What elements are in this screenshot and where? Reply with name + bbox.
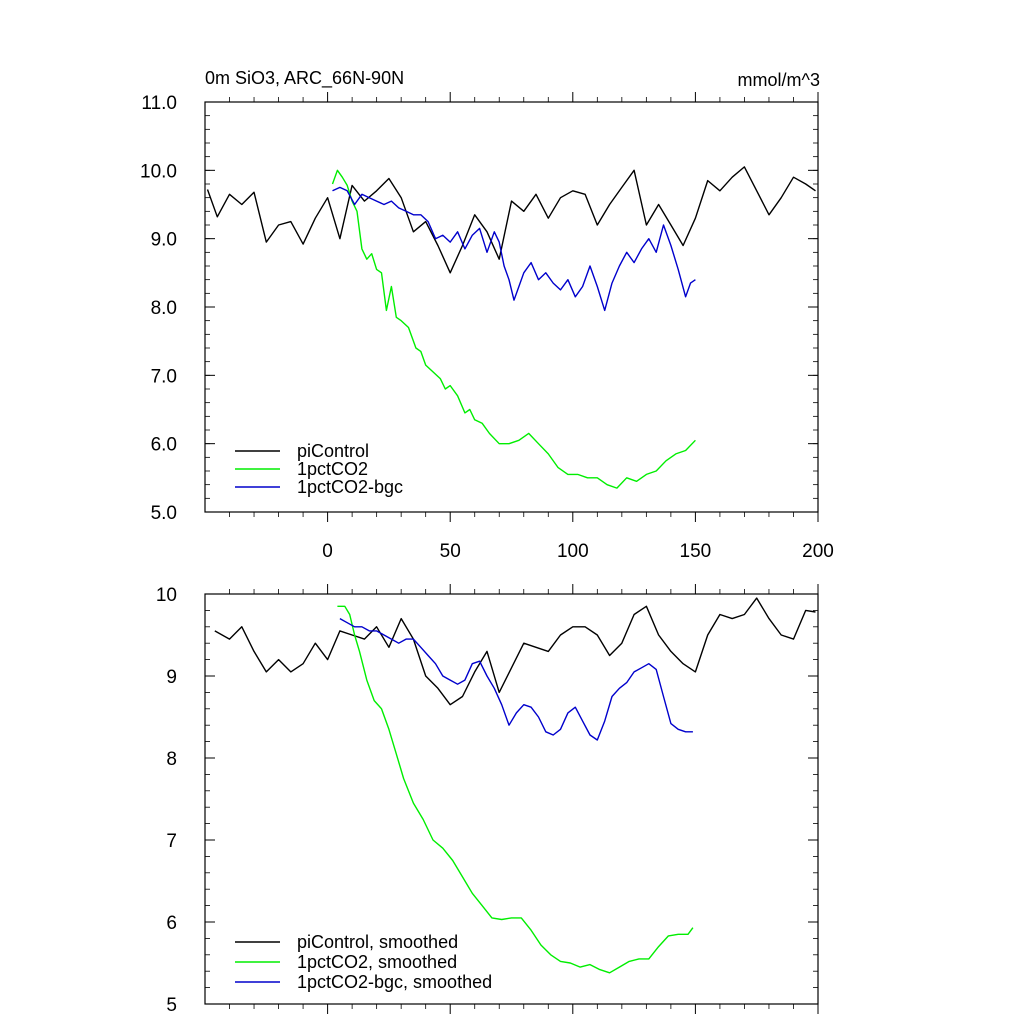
series-lines (206, 166, 816, 489)
y-tick-label: 5 (166, 995, 177, 1016)
legend-label: piControl, smoothed (297, 932, 458, 952)
legend-label: 1pctCO2, smoothed (297, 952, 457, 972)
series-line-1pctco2-bgc (332, 186, 696, 312)
x-tick-label: 100 (557, 541, 589, 562)
y-tick-label: 10 (156, 585, 177, 606)
series-line-1pctco2 (331, 169, 696, 489)
x-tick-label: 50 (440, 541, 461, 562)
units-label: mmol/m^3 (738, 70, 820, 90)
y-tick-label: 11.0 (141, 93, 177, 114)
tick-labels: 5 6 7 8 9 10 (156, 585, 177, 1016)
y-tick-label: 9 (166, 667, 177, 688)
y-tick-label: 7.0 (151, 366, 177, 387)
y-tick-label: 8 (166, 749, 177, 770)
axis-ticks (205, 92, 819, 522)
legend-label: 1pctCO2-bgc, smoothed (297, 972, 492, 992)
y-tick-label: 7 (166, 831, 177, 852)
y-tick-label: 9.0 (151, 230, 177, 251)
y-tick-label: 6.0 (151, 435, 177, 456)
series-lines (214, 597, 816, 974)
axis-ticks (205, 584, 819, 1014)
legend-label: 1pctCO2 (297, 459, 368, 479)
tick-labels: 5.0 6.0 7.0 8.0 9.0 10.0 11.0 0 50 100 150 200 (140, 93, 834, 562)
y-tick-label: 10.0 (140, 161, 177, 182)
x-tick-label: 0 (322, 541, 333, 562)
y-tick-label: 8.0 (151, 298, 177, 319)
x-tick-label: 200 (802, 541, 834, 562)
series-line-picontrol (206, 166, 816, 274)
x-tick-label: 150 (680, 541, 712, 562)
series-line-picontrol-smoothed (214, 597, 816, 706)
y-tick-label: 5.0 (151, 503, 177, 524)
y-tick-label: 6 (166, 913, 177, 934)
chart-title: 0m SiO3, ARC_66N-90N (205, 68, 404, 89)
series-line-1pctco2-bgc-smoothed (339, 617, 693, 741)
legend-label: 1pctCO2-bgc (297, 477, 403, 497)
plot-frame (204, 593, 819, 1005)
top-panel: 0m SiO3, ARC_66N-90N mmol/m^3 5.0 6.0 7.0 8… (140, 68, 834, 562)
series-line-1pctco2-smoothed (337, 605, 694, 974)
legend-label: piControl (297, 441, 369, 461)
